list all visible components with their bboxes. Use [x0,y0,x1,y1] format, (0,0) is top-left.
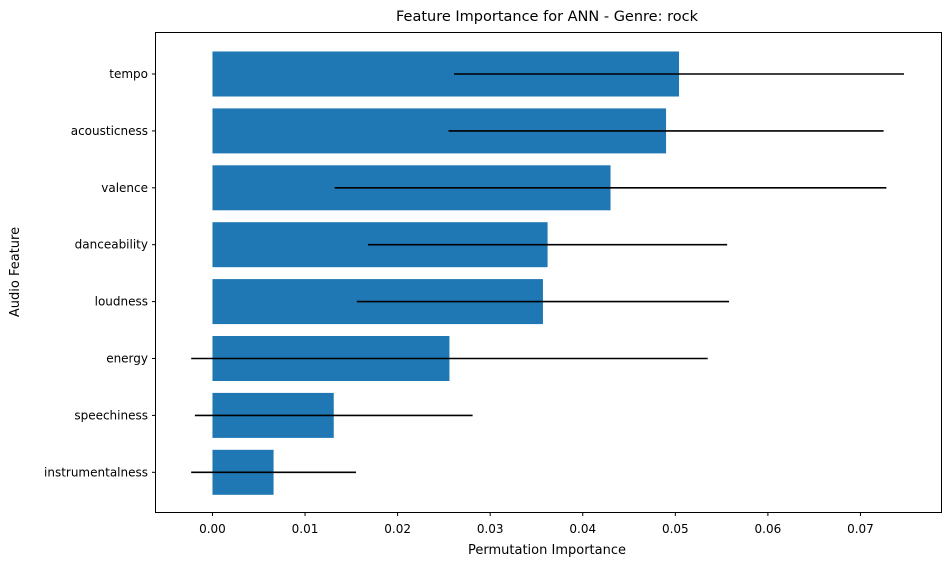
x-tick-label: 0.07 [847,522,874,536]
y-tick-label-valence: valence [101,181,148,195]
x-axis-ticks: 0.00 0.01 0.02 0.03 0.04 0.05 0.06 0.07 [199,512,874,536]
x-tick-label: 0.03 [477,522,504,536]
y-tick-label-speechiness: speechiness [74,408,148,422]
y-tick-label-instrumentalness: instrumentalness [44,465,148,479]
x-tick-label: 0.02 [384,522,411,536]
x-axis-label: Permutation Importance [468,543,626,558]
x-tick-label: 0.01 [292,522,319,536]
y-tick-label-energy: energy [106,352,148,366]
x-tick-label: 0.04 [569,522,596,536]
error-bars-layer [191,73,904,474]
x-tick-label: 0.06 [755,522,782,536]
y-tick-label-danceability: danceability [75,238,148,252]
chart-title: Feature Importance for ANN - Genre: rock [396,9,699,25]
x-tick-label: 0.05 [662,522,689,536]
bars-layer [212,51,680,495]
x-tick-label: 0.00 [199,522,226,536]
y-axis-label: Audio Feature [8,227,23,317]
y-tick-label-loudness: loudness [95,295,148,309]
y-tick-label-tempo: tempo [109,67,148,81]
y-tick-label-acousticness: acousticness [71,124,148,138]
plot-frame [155,32,942,513]
y-axis-ticks: tempo acousticness valence danceability loud… [44,67,156,479]
